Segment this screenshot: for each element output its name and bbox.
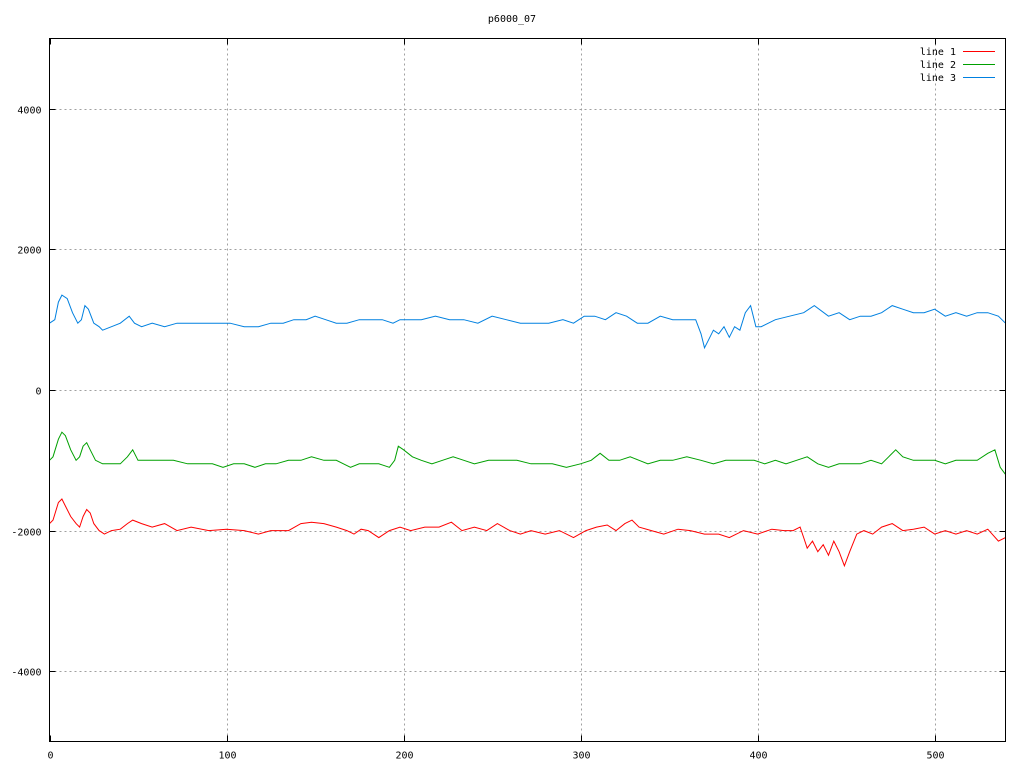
y-axis: -4000 -2000 0 2000 4000 (11, 106, 1006, 679)
legend: line 1 line 2 line 3 (920, 47, 995, 84)
x-tick-label: 100 (218, 751, 236, 762)
x-tick-label: 300 (572, 751, 590, 762)
legend-label-3: line 3 (920, 73, 956, 84)
x-tick-label: 0 (47, 751, 53, 762)
series-line-1 (49, 498, 1006, 568)
chart-title: p6000_07 (488, 14, 536, 25)
y-tick-label: 2000 (17, 246, 41, 257)
x-tick-label: 400 (749, 751, 767, 762)
x-tick-label: 500 (926, 751, 944, 762)
y-tick-label: 4000 (17, 106, 41, 117)
y-tick-label: -4000 (11, 668, 41, 679)
x-tick-label: 200 (395, 751, 413, 762)
grid (49, 38, 1006, 742)
y-tick-label: -2000 (11, 528, 41, 539)
legend-label-2: line 2 (920, 60, 956, 71)
series-line-2 (49, 431, 1006, 475)
x-axis: 0 100 200 300 400 500 (47, 38, 945, 762)
series-group (49, 294, 1006, 568)
legend-label-1: line 1 (920, 47, 956, 58)
series-line-3 (49, 294, 1006, 350)
y-tick-label: 0 (35, 387, 41, 398)
